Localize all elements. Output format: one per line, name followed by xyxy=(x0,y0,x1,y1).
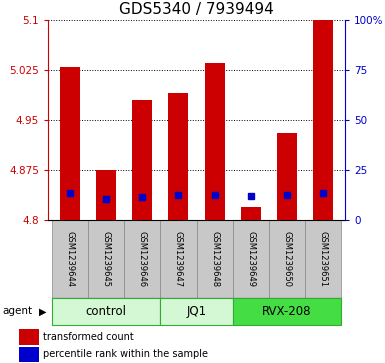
Text: control: control xyxy=(85,305,126,318)
Text: GSM1239650: GSM1239650 xyxy=(283,231,291,287)
Bar xyxy=(196,220,233,298)
Bar xyxy=(132,100,152,220)
Text: GSM1239645: GSM1239645 xyxy=(102,231,110,287)
Bar xyxy=(96,170,116,220)
Text: agent: agent xyxy=(2,306,32,317)
Bar xyxy=(88,220,124,298)
Bar xyxy=(19,347,39,362)
Text: GSM1239646: GSM1239646 xyxy=(138,231,147,287)
Title: GDS5340 / 7939494: GDS5340 / 7939494 xyxy=(119,3,274,17)
Text: GSM1239649: GSM1239649 xyxy=(246,231,255,287)
Bar xyxy=(305,220,341,298)
Text: percentile rank within the sample: percentile rank within the sample xyxy=(43,349,208,359)
Text: GSM1239644: GSM1239644 xyxy=(65,231,74,287)
Bar xyxy=(233,220,269,298)
Text: GSM1239648: GSM1239648 xyxy=(210,231,219,287)
Bar xyxy=(124,220,160,298)
Bar xyxy=(60,67,80,220)
Bar xyxy=(205,63,224,220)
Bar xyxy=(19,329,39,345)
Bar xyxy=(168,93,188,220)
Text: GSM1239651: GSM1239651 xyxy=(319,231,328,287)
Bar xyxy=(52,220,88,298)
Bar xyxy=(52,298,160,325)
Bar xyxy=(277,133,297,220)
Bar xyxy=(269,220,305,298)
Bar xyxy=(233,298,341,325)
Text: JQ1: JQ1 xyxy=(186,305,207,318)
Text: GSM1239647: GSM1239647 xyxy=(174,231,183,287)
Bar xyxy=(241,207,261,220)
Bar xyxy=(313,20,333,220)
Text: RVX-208: RVX-208 xyxy=(262,305,312,318)
Text: ▶: ▶ xyxy=(38,306,46,317)
Bar xyxy=(160,298,233,325)
Bar xyxy=(160,220,196,298)
Text: transformed count: transformed count xyxy=(43,332,133,342)
